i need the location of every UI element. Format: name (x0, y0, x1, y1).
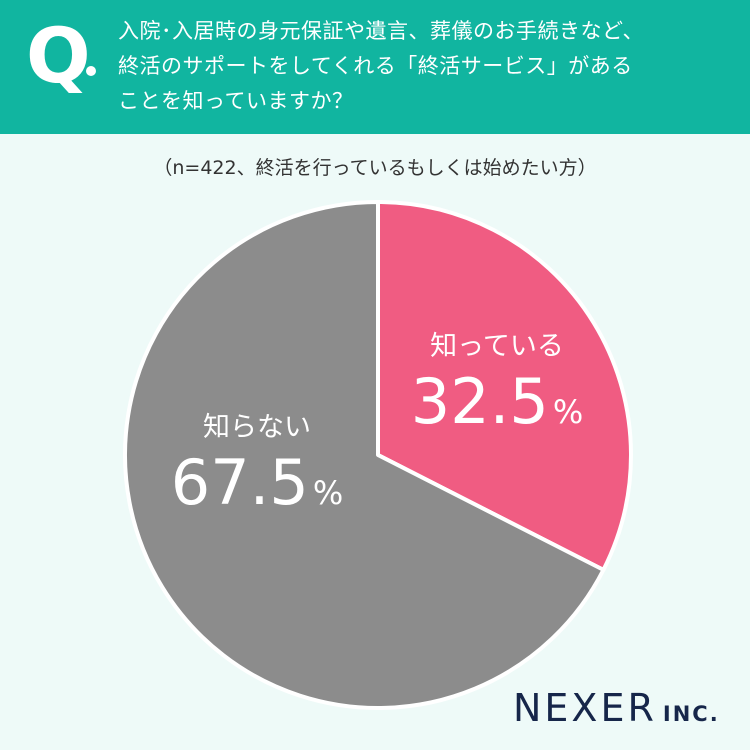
slice-value-label: 32.5% (411, 365, 583, 438)
slice-category-label: 知っている (430, 331, 564, 362)
q-mark: Q (26, 11, 91, 100)
slice-category-label: 知らない (203, 412, 311, 443)
question-banner: Q 入院･入居時の身元保証や遺言、葬儀のお手続きなど、 終活のサポートをしてくれ… (0, 0, 750, 134)
question-text: 入院･入居時の身元保証や遺言、葬儀のお手続きなど、 終活のサポートをしてくれる「… (118, 19, 644, 113)
q-dot (86, 66, 96, 76)
logo-suffix: INC. (662, 702, 720, 726)
pie-slice-2 (123, 200, 606, 710)
logo-main: NEXER (513, 686, 657, 730)
sample-note: （n=422、終活を行っているもしくは始めたい方） (153, 157, 597, 179)
pie-slices (123, 200, 633, 710)
slice-value-label: 67.5% (171, 446, 343, 519)
nexer-logo: NEXER INC. (513, 686, 720, 730)
pie-slice-1 (376, 200, 633, 572)
